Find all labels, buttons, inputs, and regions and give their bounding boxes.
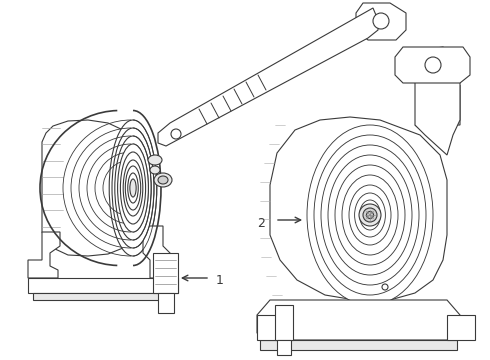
Ellipse shape: [130, 179, 136, 197]
Polygon shape: [260, 340, 457, 350]
Ellipse shape: [115, 136, 151, 240]
Ellipse shape: [125, 166, 141, 210]
Polygon shape: [28, 278, 178, 293]
Polygon shape: [42, 120, 143, 256]
Ellipse shape: [158, 176, 168, 184]
Circle shape: [373, 13, 389, 29]
Ellipse shape: [307, 125, 433, 305]
Ellipse shape: [314, 135, 426, 295]
Ellipse shape: [150, 166, 160, 174]
Polygon shape: [257, 300, 460, 340]
Ellipse shape: [128, 173, 138, 203]
Polygon shape: [143, 226, 178, 278]
Circle shape: [382, 284, 388, 290]
Ellipse shape: [363, 208, 377, 222]
Ellipse shape: [121, 152, 146, 224]
Polygon shape: [415, 47, 460, 155]
Polygon shape: [277, 340, 291, 355]
Polygon shape: [395, 47, 470, 83]
Ellipse shape: [349, 185, 391, 245]
Polygon shape: [275, 305, 293, 340]
Ellipse shape: [112, 128, 154, 248]
Ellipse shape: [129, 178, 137, 198]
Polygon shape: [153, 253, 178, 293]
Ellipse shape: [355, 193, 386, 237]
Ellipse shape: [359, 204, 381, 226]
Text: 1: 1: [216, 274, 224, 288]
Polygon shape: [447, 315, 475, 340]
Ellipse shape: [328, 155, 412, 275]
Ellipse shape: [109, 120, 157, 256]
Ellipse shape: [154, 173, 172, 187]
Polygon shape: [257, 315, 280, 340]
Ellipse shape: [148, 155, 162, 165]
Ellipse shape: [118, 144, 148, 232]
Circle shape: [171, 129, 181, 139]
Ellipse shape: [342, 175, 398, 255]
Polygon shape: [356, 3, 406, 40]
Polygon shape: [33, 293, 173, 300]
Polygon shape: [28, 232, 60, 278]
Polygon shape: [415, 85, 460, 135]
Polygon shape: [270, 117, 447, 300]
Circle shape: [425, 57, 441, 73]
Text: 2: 2: [257, 216, 265, 230]
Ellipse shape: [321, 145, 419, 285]
Ellipse shape: [123, 160, 143, 216]
Ellipse shape: [131, 182, 135, 194]
Polygon shape: [158, 293, 174, 313]
Ellipse shape: [335, 165, 405, 265]
Polygon shape: [158, 8, 378, 146]
Ellipse shape: [367, 212, 373, 219]
Ellipse shape: [360, 200, 381, 230]
